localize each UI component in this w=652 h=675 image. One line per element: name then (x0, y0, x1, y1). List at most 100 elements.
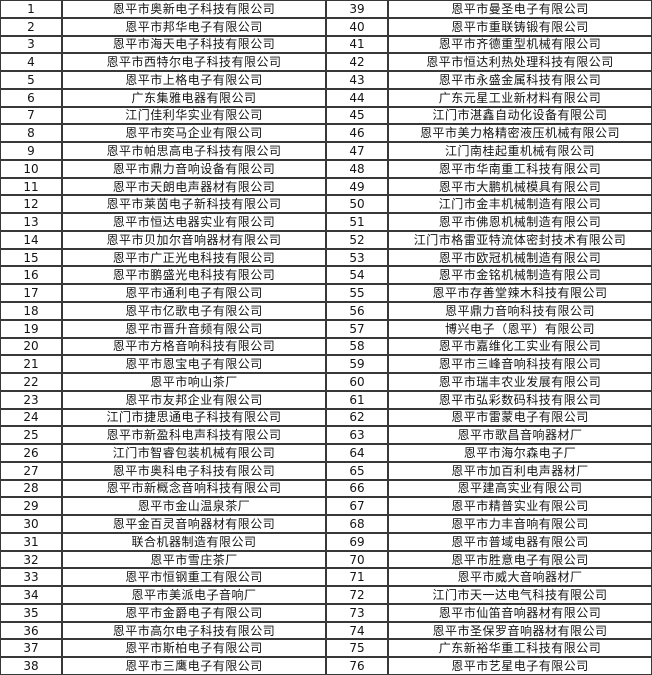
row-number-cell: 56 (326, 301, 388, 320)
company-name-cell: 恩平市美力格精密液压机械有限公司 (388, 124, 652, 143)
row-number-cell: 2 (0, 17, 62, 36)
company-name-cell: 广东元星工业新材料有限公司 (388, 88, 652, 107)
company-name-cell: 江门市智睿包装机械有限公司 (62, 444, 326, 462)
company-name-cell: 恩平市普域电器有限公司 (388, 532, 652, 551)
row-number-cell: 55 (326, 284, 388, 302)
company-name-cell: 恩平市恒达利热处理科技有限公司 (388, 53, 652, 72)
company-name-cell: 恩平市新概念音响科技有限公司 (62, 479, 326, 498)
company-name-cell: 恩平市响山茶厂 (62, 373, 326, 391)
row-number-cell: 59 (326, 355, 388, 374)
company-name-cell: 恩平市重联铸锻有限公司 (388, 17, 652, 36)
company-name-cell: 恩平市恩宝电子有限公司 (62, 355, 326, 374)
company-name-cell: 恩平市斯柏电子有限公司 (62, 639, 326, 658)
row-number-cell: 26 (0, 444, 62, 462)
company-name-cell: 恩平鼎力音响科技有限公司 (388, 301, 652, 320)
row-number-cell: 48 (326, 159, 388, 178)
row-number-cell: 32 (0, 550, 62, 569)
company-name-cell: 恩平市华南重工科技有限公司 (388, 159, 652, 178)
row-number-cell: 70 (326, 550, 388, 569)
company-name-cell: 恩平市恒达电器实业有限公司 (62, 213, 326, 231)
company-name-cell: 恩平市帕思高电子科技有限公司 (62, 142, 326, 160)
row-number-cell: 64 (326, 444, 388, 462)
company-name-cell: 恩平市雪庄茶厂 (62, 550, 326, 569)
company-name-cell: 恩平市永盛金属科技有限公司 (388, 71, 652, 89)
company-name-cell: 恩平市仙笛音响器材有限公司 (388, 603, 652, 622)
company-name-cell: 江门市捷思通电子科技有限公司 (62, 408, 326, 427)
row-number-cell: 76 (326, 657, 388, 675)
company-name-cell: 恩平市存善堂辣木科技有限公司 (388, 284, 652, 302)
company-name-cell: 恩平市奥科电子科技有限公司 (62, 461, 326, 480)
company-name-cell: 恩平市歌昌音响器材厂 (388, 426, 652, 445)
row-number-cell: 11 (0, 177, 62, 196)
row-number-cell: 36 (0, 621, 62, 640)
row-number-cell: 10 (0, 159, 62, 178)
company-name-cell: 恩平市艺星电子有限公司 (388, 657, 652, 675)
row-number-cell: 71 (326, 568, 388, 587)
row-number-cell: 60 (326, 373, 388, 391)
row-number-cell: 52 (326, 230, 388, 249)
row-number-cell: 16 (0, 266, 62, 285)
company-name-cell: 恩平市海尔森电子厂 (388, 444, 652, 462)
row-number-cell: 63 (326, 426, 388, 445)
row-number-cell: 29 (0, 497, 62, 516)
company-name-cell: 恩平市通利电子有限公司 (62, 284, 326, 302)
company-name-cell: 江门市天一达电气科技有限公司 (388, 586, 652, 604)
row-number-cell: 33 (0, 568, 62, 587)
row-number-cell: 21 (0, 355, 62, 374)
row-number-cell: 51 (326, 213, 388, 231)
table-right-half: 39 恩平市曼圣电子有限公司 40 恩平市重联铸锻有限公司 41 恩平市齐德重型机械有限公… (326, 0, 652, 675)
company-name-cell: 恩平市精普实业有限公司 (388, 497, 652, 516)
company-name-cell: 恩平市贝加尔音响器材有限公司 (62, 230, 326, 249)
row-number-cell: 39 (326, 0, 388, 18)
company-name-cell: 江门南桂起重机械有限公司 (388, 142, 652, 160)
company-name-cell: 恩平市雷蒙电子有限公司 (388, 408, 652, 427)
company-name-cell: 博兴电子（恩平）有限公司 (388, 319, 652, 338)
company-name-cell: 恩平市金爵电子有限公司 (62, 603, 326, 622)
row-number-cell: 42 (326, 53, 388, 72)
row-number-cell: 34 (0, 586, 62, 604)
row-number-cell: 45 (326, 106, 388, 125)
company-name-cell: 恩平市鹏盛光电科技有限公司 (62, 266, 326, 285)
row-number-cell: 14 (0, 230, 62, 249)
row-number-cell: 50 (326, 195, 388, 214)
company-name-cell: 恩平市奥新电子科技有限公司 (62, 0, 326, 18)
company-name-cell: 恩平市金铭机械制造有限公司 (388, 266, 652, 285)
company-name-cell: 恩平市莱茵电子新科技有限公司 (62, 195, 326, 214)
company-name-cell: 恩平市加百利电声器材厂 (388, 461, 652, 480)
row-number-cell: 43 (326, 71, 388, 89)
row-number-cell: 41 (326, 35, 388, 54)
row-number-cell: 27 (0, 461, 62, 480)
company-name-cell: 恩平市高尔电子科技有限公司 (62, 621, 326, 640)
company-name-cell: 江门市湛鑫自动化设备有限公司 (388, 106, 652, 125)
company-name-cell: 恩平市威大音响器材厂 (388, 568, 652, 587)
row-number-cell: 37 (0, 639, 62, 658)
row-number-cell: 40 (326, 17, 388, 36)
row-number-cell: 9 (0, 142, 62, 160)
row-number-cell: 58 (326, 337, 388, 356)
company-name-cell: 江门佳利华实业有限公司 (62, 106, 326, 125)
row-number-cell: 28 (0, 479, 62, 498)
row-number-cell: 12 (0, 195, 62, 214)
table-left-half: 1 恩平市奥新电子科技有限公司 2 恩平市邦华电子有限公司 3 恩平市海天电子科技有限公司… (0, 0, 326, 675)
row-number-cell: 7 (0, 106, 62, 125)
company-name-cell: 江门市格雷亚特流体密封技术有限公司 (388, 230, 652, 249)
company-name-cell: 恩平市新盈科电声科技有限公司 (62, 426, 326, 445)
row-number-cell: 69 (326, 532, 388, 551)
company-name-cell: 恩平市邦华电子有限公司 (62, 17, 326, 36)
row-number-cell: 15 (0, 248, 62, 267)
row-number-cell: 35 (0, 603, 62, 622)
company-name-cell: 恩平市友邦企业有限公司 (62, 390, 326, 409)
row-number-cell: 24 (0, 408, 62, 427)
company-name-cell: 广东新裕华重工科技有限公司 (388, 639, 652, 658)
company-name-cell: 恩平建高实业有限公司 (388, 479, 652, 498)
row-number-cell: 61 (326, 390, 388, 409)
company-name-cell: 恩平市力丰音响有限公司 (388, 515, 652, 533)
row-number-cell: 22 (0, 373, 62, 391)
row-number-cell: 6 (0, 88, 62, 107)
company-name-cell: 恩平市嘉维化工实业有限公司 (388, 337, 652, 356)
row-number-cell: 46 (326, 124, 388, 143)
company-name-cell: 恩平市西特尔电子科技有限公司 (62, 53, 326, 72)
row-number-cell: 30 (0, 515, 62, 533)
row-number-cell: 62 (326, 408, 388, 427)
